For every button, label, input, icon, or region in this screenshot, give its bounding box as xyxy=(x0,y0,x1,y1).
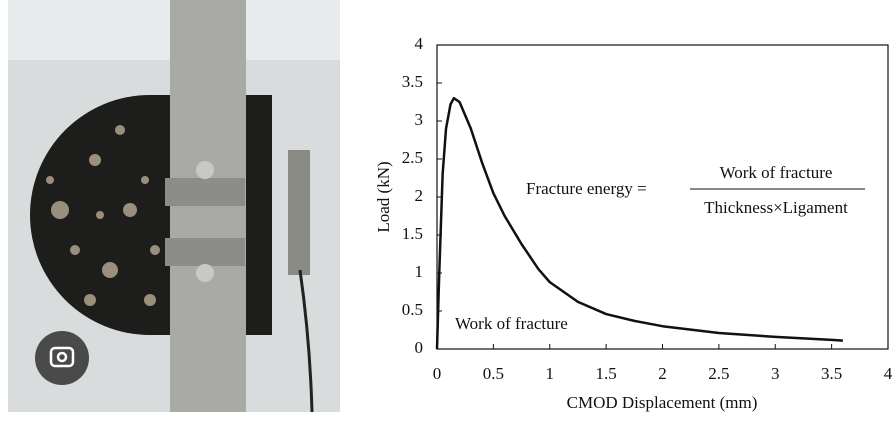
x-tick-label: 4 xyxy=(884,364,893,383)
y-tick-label: 2.5 xyxy=(402,148,423,167)
y-tick-label: 4 xyxy=(415,34,424,53)
y-tick-label: 1 xyxy=(415,262,424,281)
y-tick-label: 3 xyxy=(415,110,424,129)
x-tick-label: 3 xyxy=(771,364,780,383)
x-tick-label: 1 xyxy=(546,364,555,383)
x-tick-label: 2.5 xyxy=(708,364,729,383)
y-tick-label: 0 xyxy=(415,338,424,357)
x-tick-label: 1.5 xyxy=(596,364,617,383)
y-tick-label: 2 xyxy=(415,186,424,205)
equation-numerator: Work of fracture xyxy=(720,163,833,182)
y-axis-label: Load (kN) xyxy=(374,161,393,232)
area-label: Work of fracture xyxy=(455,314,568,333)
y-tick-label: 3.5 xyxy=(402,72,423,91)
x-tick-label: 3.5 xyxy=(821,364,842,383)
x-tick-label: 0.5 xyxy=(483,364,504,383)
y-tick-label: 0.5 xyxy=(402,300,423,319)
specimen-photo xyxy=(8,0,340,431)
x-axis-label: CMOD Displacement (mm) xyxy=(567,393,758,412)
equation-denominator: Thickness×Ligament xyxy=(704,198,848,217)
y-tick-label: 1.5 xyxy=(402,224,423,243)
x-tick-label: 0 xyxy=(433,364,442,383)
x-tick-label: 2 xyxy=(658,364,667,383)
equation-lhs: Fracture energy = xyxy=(526,179,647,198)
load-curve xyxy=(435,96,843,350)
